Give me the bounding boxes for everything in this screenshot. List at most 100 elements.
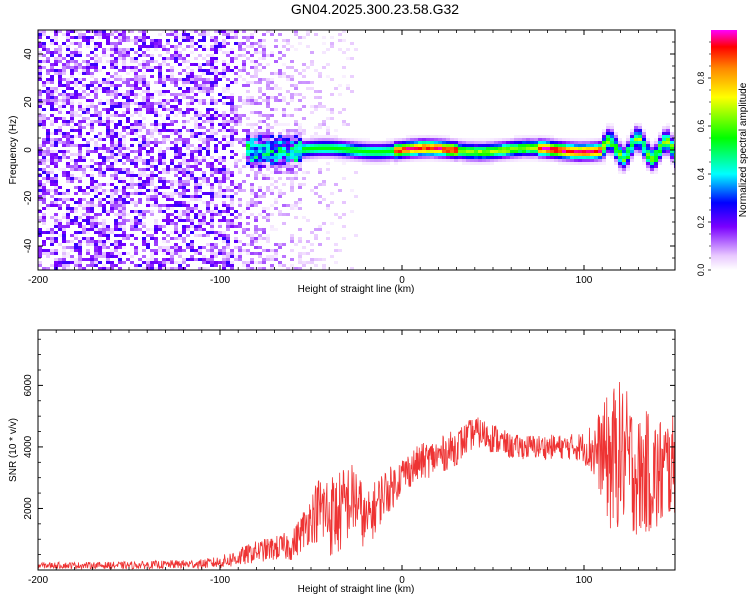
heatmap-cell — [658, 135, 662, 138]
heatmap-cell — [650, 147, 654, 150]
heatmap-cell — [98, 57, 102, 60]
heatmap-cell — [618, 144, 622, 147]
heatmap-cell — [214, 117, 218, 120]
heatmap-cell — [154, 159, 158, 162]
heatmap-cell — [98, 147, 102, 150]
heatmap-cell — [150, 195, 154, 198]
heatmap-cell — [114, 144, 118, 147]
heatmap-cell — [150, 228, 154, 231]
heatmap-cell — [194, 165, 198, 168]
heatmap-cell — [146, 243, 150, 246]
heatmap-cell — [174, 84, 178, 87]
heatmap-cell — [222, 234, 226, 237]
heatmap-cell — [210, 252, 214, 255]
heatmap-cell — [350, 42, 354, 45]
heatmap-cell — [230, 99, 234, 102]
heatmap-cell — [242, 69, 246, 72]
heatmap-cell — [90, 207, 94, 210]
heatmap-cell — [234, 258, 238, 261]
heatmap-cell — [170, 219, 174, 222]
heatmap-cell — [62, 246, 66, 249]
heatmap-cell — [358, 150, 362, 153]
heatmap-cell — [138, 174, 142, 177]
heatmap-cell — [366, 159, 370, 162]
heatmap-cell — [206, 108, 210, 111]
heatmap-cell — [250, 99, 254, 102]
heatmap-cell — [362, 159, 366, 162]
heatmap-cell — [182, 183, 186, 186]
heatmap-cell — [170, 81, 174, 84]
heatmap-cell — [242, 30, 246, 33]
heatmap-cell — [94, 135, 98, 138]
heatmap-cell — [46, 132, 50, 135]
heatmap-cell — [250, 123, 254, 126]
heatmap-cell — [238, 246, 242, 249]
heatmap-cell — [38, 66, 42, 69]
heatmap-cell — [378, 144, 382, 147]
heatmap-cell — [70, 81, 74, 84]
heatmap-cell — [166, 63, 170, 66]
heatmap-cell — [418, 159, 422, 162]
colorbar-tick-label: 0.4 — [696, 168, 706, 181]
heatmap-cell — [510, 150, 514, 153]
heatmap-cell — [250, 36, 254, 39]
heatmap-cell — [338, 159, 342, 162]
heatmap-cell — [182, 159, 186, 162]
heatmap-cell — [130, 114, 134, 117]
heatmap-cell — [50, 249, 54, 252]
heatmap-cell — [78, 129, 82, 132]
heatmap-cell — [210, 171, 214, 174]
heatmap-cell — [406, 138, 410, 141]
heatmap-cell — [226, 255, 230, 258]
heatmap-cell — [278, 33, 282, 36]
heatmap-cell — [58, 84, 62, 87]
heatmap-cell — [198, 249, 202, 252]
heatmap-cell — [474, 156, 478, 159]
heatmap-cell — [290, 84, 294, 87]
heatmap-cell — [458, 153, 462, 156]
heatmap-cell — [258, 189, 262, 192]
heatmap-cell — [322, 264, 326, 267]
heatmap-cell — [518, 150, 522, 153]
heatmap-cell — [310, 156, 314, 159]
heatmap-cell — [298, 72, 302, 75]
heatmap-cell — [190, 75, 194, 78]
heatmap-cell — [106, 213, 110, 216]
heatmap-cell — [162, 30, 166, 33]
heatmap-cell — [470, 141, 474, 144]
heatmap-cell — [106, 237, 110, 240]
heatmap-cell — [266, 177, 270, 180]
heatmap-cell — [418, 135, 422, 138]
heatmap-cell — [98, 228, 102, 231]
heatmap-cell — [194, 30, 198, 33]
heatmap-cell — [138, 180, 142, 183]
heatmap-cell — [90, 255, 94, 258]
heatmap-cell — [230, 138, 234, 141]
heatmap-cell — [322, 183, 326, 186]
heatmap-cell — [106, 120, 110, 123]
heatmap-cell — [38, 231, 42, 234]
heatmap-cell — [286, 102, 290, 105]
heatmap-cell — [218, 195, 222, 198]
heatmap-cell — [38, 69, 42, 72]
heatmap-cell — [490, 144, 494, 147]
heatmap-cell — [670, 132, 674, 135]
heatmap-cell — [286, 204, 290, 207]
heatmap-cell — [358, 141, 362, 144]
heatmap-cell — [178, 180, 182, 183]
heatmap-cell — [606, 147, 610, 150]
heatmap-cell — [206, 243, 210, 246]
heatmap-cell — [58, 234, 62, 237]
heatmap-cell — [194, 99, 198, 102]
heatmap-cell — [106, 267, 110, 270]
heatmap-cell — [238, 183, 242, 186]
heatmap-cell — [274, 138, 278, 141]
heatmap-cell — [142, 138, 146, 141]
heatmap-cell — [330, 147, 334, 150]
heatmap-cell — [270, 165, 274, 168]
heatmap-cell — [174, 33, 178, 36]
heatmap-cell — [110, 189, 114, 192]
heatmap-cell — [250, 243, 254, 246]
heatmap-cell — [654, 162, 658, 165]
heatmap-cell — [174, 180, 178, 183]
